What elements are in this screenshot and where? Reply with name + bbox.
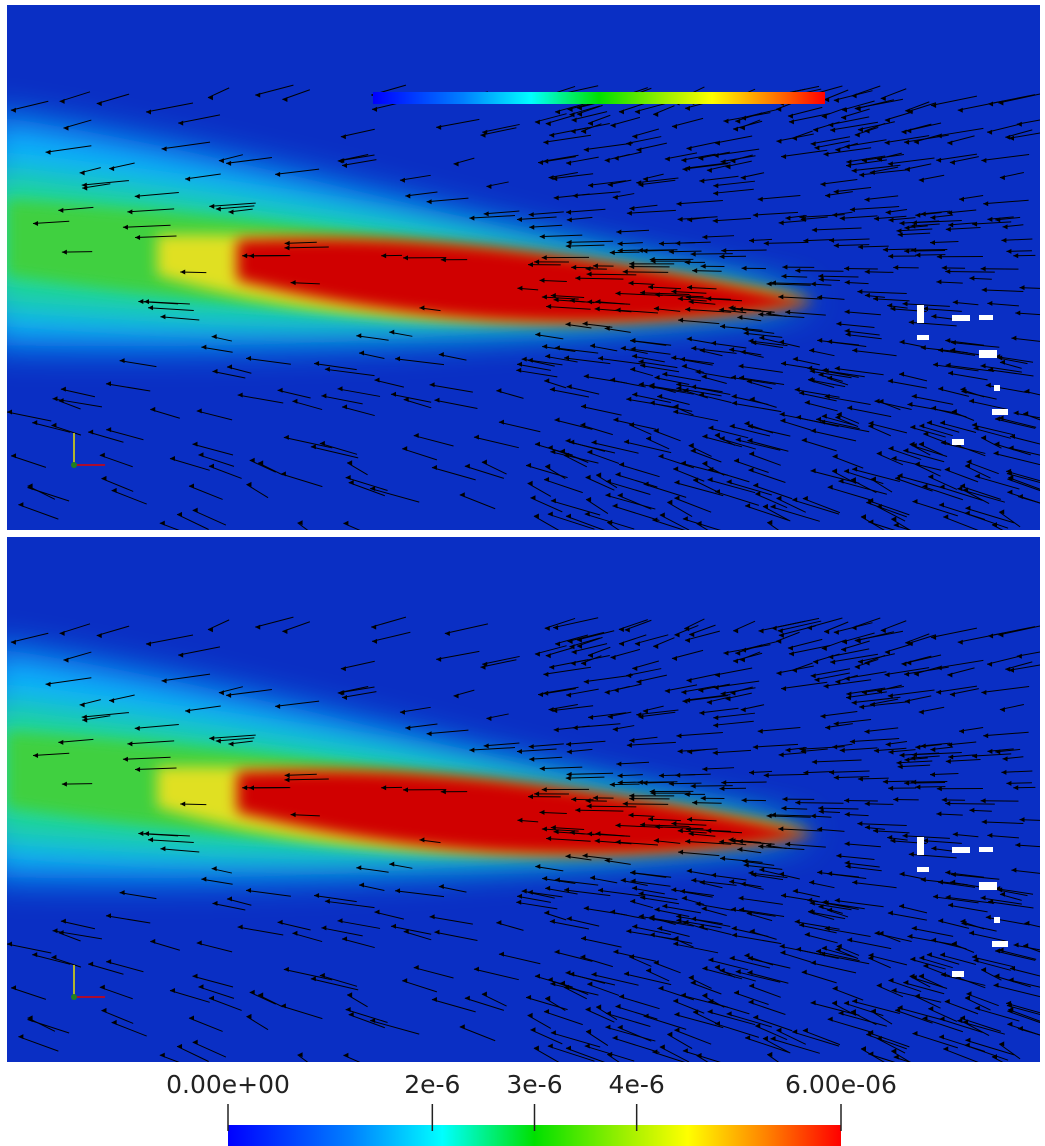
tick-label: 2e-6: [404, 1070, 460, 1099]
colorbar: [228, 1125, 841, 1146]
tick-label: 3e-6: [506, 1070, 562, 1099]
tick-label: 0.00e+00: [166, 1070, 290, 1099]
tick-label: 6.00e-06: [785, 1070, 897, 1099]
mini-colorbar: [373, 92, 825, 104]
colorbar-ticks: 0.00e+00 2e-6 3e-6 4e-6 6.00e-06: [166, 1070, 897, 1131]
panel-bottom: [0, 537, 1045, 1073]
tick-label: 4e-6: [609, 1070, 665, 1099]
panel-top: [0, 5, 1045, 541]
